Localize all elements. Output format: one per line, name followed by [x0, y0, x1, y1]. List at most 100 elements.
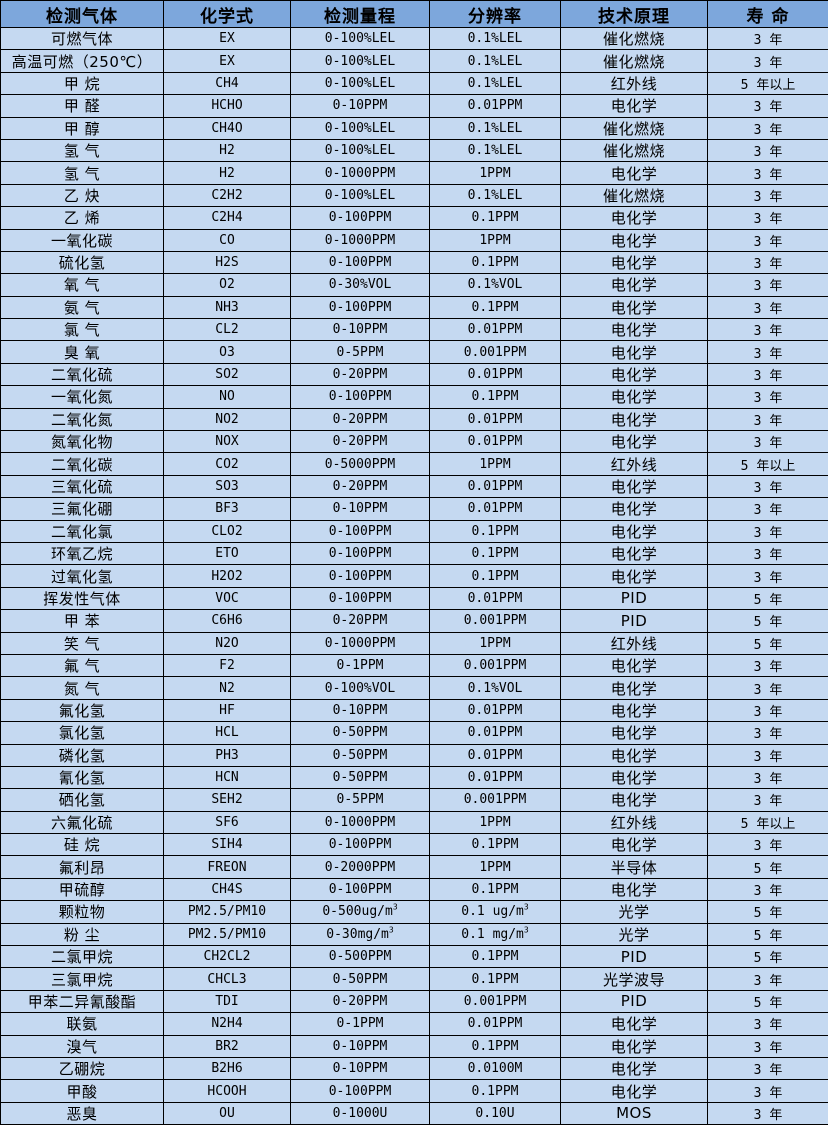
cell-formula: NH3: [164, 296, 291, 318]
cell-lifespan: 3 年: [708, 878, 828, 900]
cell-lifespan: 5 年: [708, 587, 828, 609]
cell-resolution: 0.001PPM: [430, 789, 561, 811]
cell-resolution: 0.1PPM: [430, 520, 561, 542]
cell-principle: 电化学: [561, 229, 708, 251]
cell-formula: CHCL3: [164, 968, 291, 990]
cell-gas: 二氧化碳: [1, 453, 164, 475]
cell-gas: 甲硫醇: [1, 878, 164, 900]
cell-lifespan: 3 年: [708, 789, 828, 811]
cell-lifespan: 3 年: [708, 542, 828, 564]
column-header-formula: 化学式: [164, 1, 291, 28]
cell-range: 0-20PPM: [291, 610, 430, 632]
cell-principle: 电化学: [561, 766, 708, 788]
column-header-resolution: 分辨率: [430, 1, 561, 28]
column-header-lifespan: 寿 命: [708, 1, 828, 28]
cell-formula: HCOOH: [164, 1080, 291, 1102]
cell-formula: HCHO: [164, 95, 291, 117]
cell-range: 0-100PPM: [291, 386, 430, 408]
cell-gas: 六氟化硫: [1, 811, 164, 833]
cell-formula: B2H6: [164, 1057, 291, 1079]
cell-range: 0-20PPM: [291, 475, 430, 497]
cell-principle: 光学: [561, 901, 708, 923]
cell-lifespan: 5 年: [708, 990, 828, 1012]
cell-resolution: 0.1PPM: [430, 1080, 561, 1102]
cell-gas: 磷化氢: [1, 744, 164, 766]
cell-gas: 二氧化硫: [1, 363, 164, 385]
cell-range: 0-1000U: [291, 1102, 430, 1124]
cell-resolution: 0.01PPM: [430, 408, 561, 430]
cell-principle: 电化学: [561, 475, 708, 497]
cell-range: 0-5PPM: [291, 789, 430, 811]
cell-gas: 硅 烷: [1, 834, 164, 856]
column-header-gas: 检测气体: [1, 1, 164, 28]
cell-principle: PID: [561, 946, 708, 968]
cell-principle: 电化学: [561, 408, 708, 430]
cell-formula: N2: [164, 677, 291, 699]
cell-gas: 乙 炔: [1, 184, 164, 206]
cell-range: 0-1000PPM: [291, 632, 430, 654]
cell-range: 0-1PPM: [291, 1013, 430, 1035]
cell-range: 0-100PPM: [291, 520, 430, 542]
cell-formula: TDI: [164, 990, 291, 1012]
cell-resolution: 0.01PPM: [430, 319, 561, 341]
cell-resolution: 0.1PPM: [430, 207, 561, 229]
cell-formula: CO2: [164, 453, 291, 475]
cell-range: 0-20PPM: [291, 408, 430, 430]
cell-principle: 电化学: [561, 207, 708, 229]
cell-gas: 氯化氢: [1, 722, 164, 744]
cell-resolution: 0.1PPM: [430, 946, 561, 968]
cell-lifespan: 3 年: [708, 162, 828, 184]
cell-lifespan: 5 年: [708, 632, 828, 654]
cell-resolution: 0.1PPM: [430, 386, 561, 408]
cell-range: 0-100%VOL: [291, 677, 430, 699]
cell-resolution: 0.001PPM: [430, 654, 561, 676]
cell-range: 0-100%LEL: [291, 184, 430, 206]
cell-resolution: 0.10U: [430, 1102, 561, 1124]
cell-gas: 氢 气: [1, 162, 164, 184]
cell-range: 0-50PPM: [291, 968, 430, 990]
cell-gas: 氰化氢: [1, 766, 164, 788]
cell-principle: 电化学: [561, 95, 708, 117]
cell-principle: 催化燃烧: [561, 28, 708, 50]
cell-range: 0-10PPM: [291, 319, 430, 341]
cell-lifespan: 3 年: [708, 1057, 828, 1079]
cell-resolution: 1PPM: [430, 162, 561, 184]
cell-principle: 催化燃烧: [561, 117, 708, 139]
cell-range: 0-100PPM: [291, 542, 430, 564]
cell-gas: 氟化氢: [1, 699, 164, 721]
cell-principle: PID: [561, 990, 708, 1012]
cell-formula: PM2.5/PM10: [164, 901, 291, 923]
cell-range: 0-100%LEL: [291, 72, 430, 94]
cell-formula: CH2CL2: [164, 946, 291, 968]
cell-resolution: 0.1%VOL: [430, 677, 561, 699]
cell-resolution: 0.001PPM: [430, 990, 561, 1012]
cell-gas: 粉 尘: [1, 923, 164, 945]
cell-formula: FREON: [164, 856, 291, 878]
cell-gas: 三氯甲烷: [1, 968, 164, 990]
cell-principle: 光学波导: [561, 968, 708, 990]
cell-principle: MOS: [561, 1102, 708, 1124]
cell-gas: 一氧化氮: [1, 386, 164, 408]
cell-lifespan: 3 年: [708, 1080, 828, 1102]
cell-formula: SEH2: [164, 789, 291, 811]
cell-range: 0-100PPM: [291, 296, 430, 318]
cell-formula: CH4O: [164, 117, 291, 139]
cell-range: 0-100PPM: [291, 587, 430, 609]
cell-range: 0-20PPM: [291, 431, 430, 453]
cell-range: 0-20PPM: [291, 363, 430, 385]
cell-lifespan: 3 年: [708, 386, 828, 408]
cell-principle: 电化学: [561, 363, 708, 385]
cell-gas: 乙硼烷: [1, 1057, 164, 1079]
cell-principle: 电化学: [561, 878, 708, 900]
cell-range: 0-20PPM: [291, 990, 430, 1012]
cell-resolution: 0.01PPM: [430, 498, 561, 520]
